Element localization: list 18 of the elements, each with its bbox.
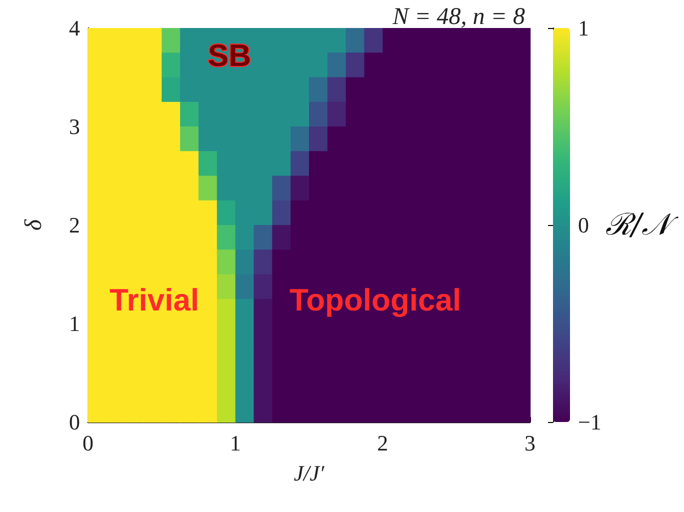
color-bar-label: 0 [578, 212, 589, 238]
y-tick-label: 1 [69, 311, 80, 336]
x-axis-title: J/J′ [294, 460, 326, 486]
color-bar-label: 1 [578, 16, 589, 40]
y-tick-label: 0 [69, 410, 80, 434]
annotation: Trivial [109, 282, 200, 318]
x-tick-label: 2 [377, 430, 388, 456]
y-axis-title: δ [21, 218, 47, 231]
color-bar-title: ℛ/𝒩 [605, 208, 680, 242]
y-tick-label: 4 [69, 16, 80, 40]
y-tick-label: 2 [69, 212, 80, 238]
chart-title: N = 48, n = 8 [392, 4, 526, 30]
x-tick-label: 3 [524, 430, 536, 456]
color-bar-label: −1 [578, 410, 602, 434]
x-tick-label: 1 [230, 430, 241, 456]
y-tick-label: 3 [69, 114, 80, 139]
annotation: Topological [289, 282, 462, 318]
annotation: SB [208, 38, 251, 74]
